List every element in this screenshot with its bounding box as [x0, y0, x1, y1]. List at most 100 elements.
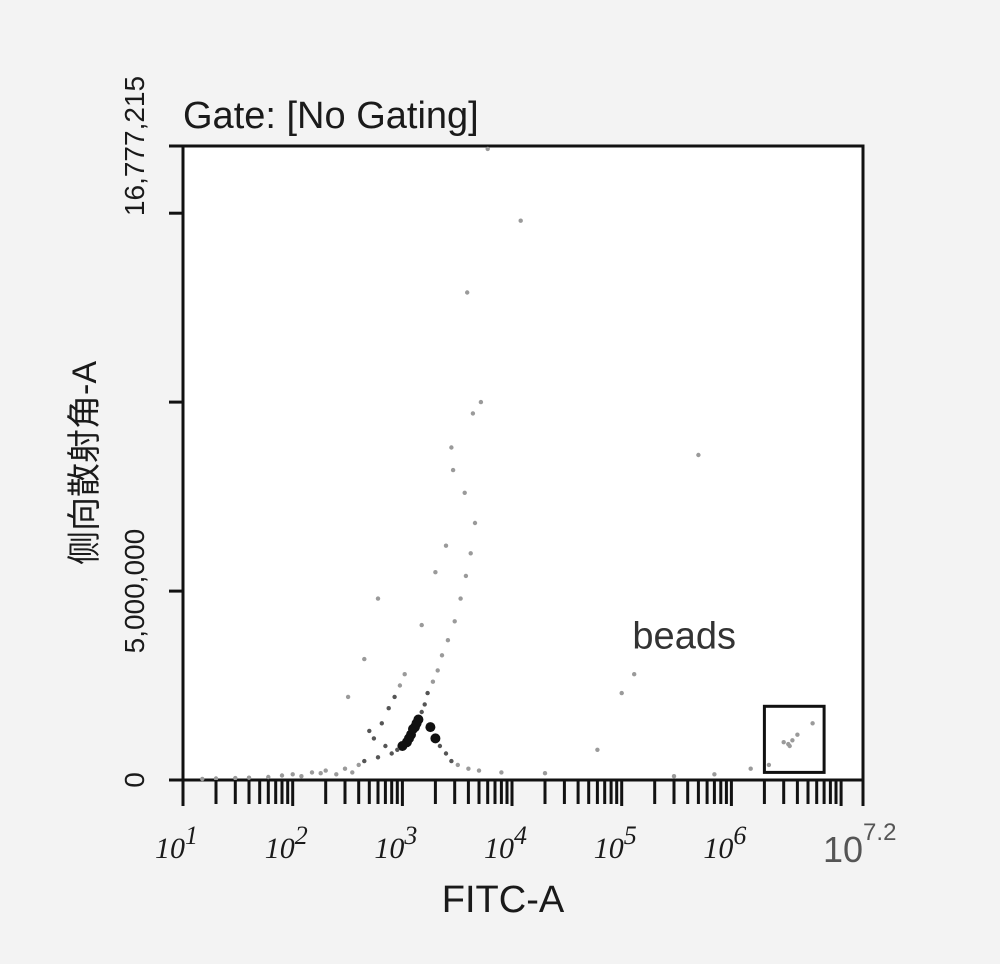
- data-point: [200, 776, 205, 782]
- data-point: [462, 490, 467, 495]
- data-point: [437, 743, 443, 749]
- data-point: [463, 573, 469, 579]
- plot-area: [181, 144, 865, 782]
- x-tick-label: 105: [594, 821, 637, 865]
- data-point: [470, 411, 476, 416]
- data-point: [450, 467, 456, 473]
- data-point: [362, 758, 367, 764]
- data-point: [334, 772, 339, 777]
- data-point: [309, 770, 315, 775]
- data-point: [787, 743, 792, 749]
- gate-label: beads: [632, 615, 736, 657]
- data-point: [233, 775, 238, 781]
- data-point: [476, 768, 482, 773]
- data-point: [443, 751, 449, 756]
- data-point: [766, 762, 772, 768]
- chart-title: Gate: [No Gating]: [183, 95, 479, 137]
- data-point: [455, 762, 460, 768]
- data-point: [443, 543, 449, 548]
- data-point: [422, 702, 427, 707]
- data-point: [466, 766, 471, 771]
- data-point: [430, 733, 441, 744]
- data-point: [595, 747, 600, 752]
- data-point: [781, 740, 786, 745]
- x-tick-label: 102: [265, 821, 308, 865]
- data-point: [362, 656, 367, 662]
- beads-gate[interactable]: beads: [632, 615, 826, 774]
- data-point: [290, 772, 295, 777]
- data-point: [472, 520, 478, 526]
- data-point: [619, 690, 624, 696]
- data-point: [213, 776, 219, 781]
- gate-rectangle[interactable]: [762, 704, 826, 774]
- data-point: [435, 668, 440, 673]
- data-point: [350, 770, 355, 775]
- data-point: [458, 596, 463, 601]
- data-point: [375, 755, 381, 760]
- data-point: [392, 694, 397, 700]
- data-point: [299, 774, 304, 779]
- data-point: [266, 774, 271, 780]
- data-point: [433, 570, 438, 575]
- data-point: [419, 709, 424, 715]
- data-point: [445, 638, 451, 643]
- x-axis: 101 102 103 104 105 106 107.2: [155, 780, 896, 870]
- data-point: [397, 741, 408, 751]
- x-tick-label: 106: [703, 821, 746, 865]
- data-point: [478, 399, 484, 405]
- x-tick-label: 104: [484, 821, 527, 865]
- data-point: [518, 218, 523, 223]
- data-point: [383, 743, 388, 749]
- data-point: [468, 551, 473, 556]
- x-tick-label: 101: [155, 821, 198, 865]
- data-point: [425, 690, 430, 696]
- x-tick-label: 107.2: [823, 819, 896, 870]
- data-point: [712, 772, 717, 777]
- data-point: [342, 766, 348, 771]
- data-point: [430, 679, 436, 684]
- data-point: [323, 768, 328, 773]
- data-point: [356, 762, 361, 768]
- data-point: [375, 596, 381, 601]
- data-point: [345, 694, 351, 700]
- y-axis: 0 5,000,000 16,777,215: [119, 76, 183, 788]
- data-point: [386, 706, 391, 711]
- data-point: [542, 771, 548, 776]
- data-point: [419, 622, 424, 628]
- data-point: [449, 445, 454, 450]
- y-tick-label: 0: [119, 772, 150, 788]
- data-point: [449, 758, 454, 764]
- data-point: [402, 672, 407, 677]
- data-point: [671, 774, 677, 779]
- data-point: [395, 747, 400, 752]
- data-point: [632, 672, 637, 677]
- data-points: [200, 146, 815, 782]
- data-point: [279, 773, 285, 778]
- y-tick-label: 16,777,215: [119, 76, 150, 216]
- data-point: [404, 733, 414, 744]
- data-point: [397, 683, 403, 688]
- y-axis-label: 侧向散射角-A: [66, 361, 104, 565]
- x-axis-label: FITC-A: [442, 879, 565, 921]
- data-point: [379, 721, 384, 726]
- data-point: [485, 146, 490, 152]
- data-point: [425, 722, 436, 733]
- data-point: [367, 728, 372, 734]
- data-point: [499, 770, 504, 775]
- data-point: [696, 452, 701, 458]
- data-point: [371, 736, 377, 741]
- data-point: [389, 751, 394, 756]
- data-point: [246, 775, 252, 780]
- data-point: [795, 732, 800, 737]
- data-point: [411, 718, 422, 729]
- data-point: [748, 766, 753, 771]
- data-point: [318, 771, 323, 776]
- y-tick-label: 5,000,000: [119, 529, 150, 654]
- x-tick-label: 103: [374, 821, 417, 865]
- data-point: [790, 738, 795, 743]
- data-point: [810, 721, 815, 726]
- data-point: [465, 290, 470, 295]
- data-point: [452, 619, 457, 624]
- data-point: [439, 653, 445, 658]
